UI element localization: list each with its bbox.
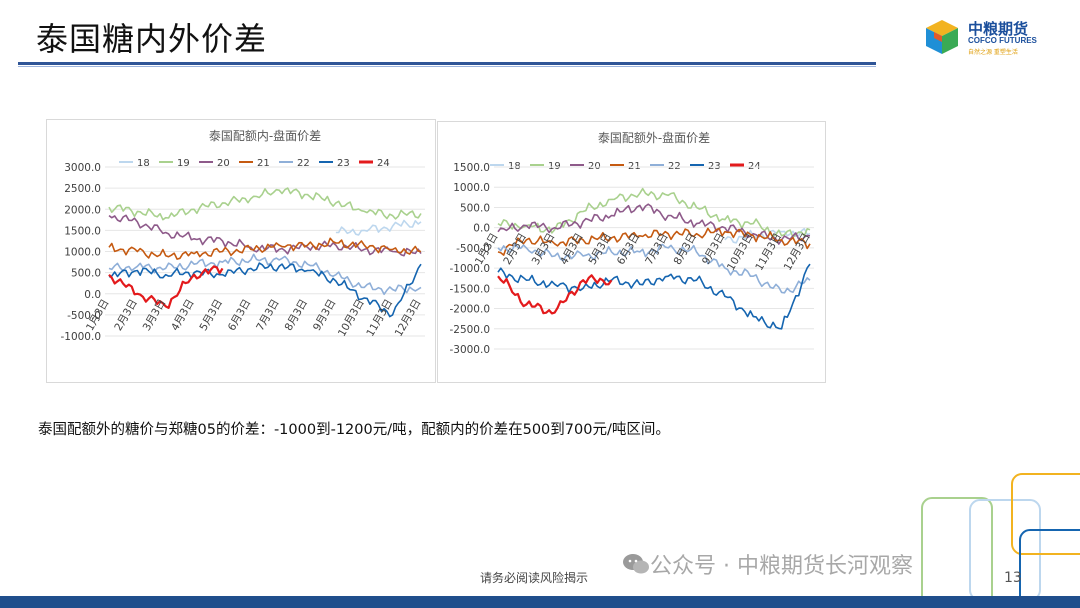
- y-tick-label: -3000.0: [449, 344, 490, 356]
- legend-item: 24: [359, 158, 390, 169]
- chart-quota-in-svg: 泰国配额内-盘面价差 18 19 20 21 22 23 24 3000.0 2500.0 2000…: [60, 128, 425, 343]
- page-title: 泰国糖内外价差: [36, 20, 268, 58]
- y-tick-label: 3000.0: [64, 162, 101, 174]
- y-tick-label: -1000.0: [60, 331, 101, 343]
- series-line-23: [108, 262, 422, 318]
- y-tick-label: 2500.0: [64, 183, 101, 195]
- x-tick-label: 3月3日: [530, 231, 558, 267]
- x-tick-label: 10月3日: [336, 297, 367, 339]
- logo-tagline: 自然之源 重塑生活: [968, 49, 1018, 56]
- page-number: 13: [1004, 570, 1022, 586]
- cofco-logo: 中粮期货 COFCO FUTURES 自然之源 重塑生活: [920, 16, 1060, 60]
- series-line-19: [108, 187, 422, 221]
- series-line-22: [108, 253, 422, 296]
- y-tick-label: -2500.0: [449, 324, 490, 336]
- legend-item: 22: [279, 158, 310, 169]
- logo-english: COFCO FUTURES: [968, 36, 1037, 45]
- legend-label: 24: [377, 158, 390, 169]
- x-tick-label: 6月3日: [615, 231, 643, 267]
- title-rule: [18, 62, 876, 65]
- series-line-22: [497, 243, 811, 294]
- series-line-18: [335, 219, 422, 236]
- y-tick-label: 2000.0: [64, 204, 101, 216]
- series-line-24: [497, 274, 613, 315]
- legend-label: 23: [337, 158, 350, 169]
- y-tick-label: 1000.0: [64, 247, 101, 259]
- series-line-19: [497, 187, 811, 239]
- bottom-bar: [0, 596, 1080, 608]
- legend-label: 21: [257, 158, 270, 169]
- analysis-caption: 泰国配额外的糖价与郑糖05的价差：-1000到-1200元/吨，配额内的价差在5…: [38, 422, 670, 438]
- legend-label: 19: [177, 158, 190, 169]
- y-tick-label: 0.0: [473, 223, 490, 235]
- legend-label: 18: [137, 158, 150, 169]
- series-line-24: [108, 265, 224, 309]
- y-tick-label: 1500.0: [64, 225, 101, 237]
- y-tick-label: -2000.0: [449, 304, 490, 316]
- series-line-23: [497, 263, 811, 330]
- legend-item: 18: [119, 158, 150, 169]
- legend-item: 20: [199, 158, 230, 169]
- chart-title: 泰国配额内-盘面价差: [209, 128, 321, 143]
- y-tick-label: 500.0: [460, 202, 490, 214]
- x-tick-label: 4月3日: [558, 231, 586, 267]
- cube-logo-icon: [926, 20, 958, 54]
- legend-item: 23: [319, 158, 350, 169]
- risk-disclosure-note: 请务必阅读风险揭示: [480, 571, 589, 585]
- wechat-icon: [623, 554, 649, 574]
- y-tick-label: -1500.0: [449, 283, 490, 295]
- legend-item: 21: [239, 158, 270, 169]
- y-tick-label: 1500.0: [453, 162, 490, 174]
- title-rule-thin: [18, 66, 876, 67]
- legend-item: 19: [159, 158, 190, 169]
- legend-label: 22: [297, 158, 310, 169]
- chart-quota-out: 泰国配额外-盘面价差 18 19 20 21 22 23 24 1500.0 1000.0 500.…: [437, 121, 826, 383]
- chart-title: 泰国配额外-盘面价差: [598, 130, 710, 145]
- legend-label: 20: [217, 158, 230, 169]
- y-tick-label: -500.0: [67, 310, 101, 322]
- series-line-21: [108, 237, 422, 260]
- y-tick-label: 500.0: [71, 268, 101, 280]
- decorative-frames: [921, 473, 1080, 600]
- y-tick-label: -500.0: [456, 243, 490, 255]
- series-line-21: [497, 227, 811, 256]
- y-tick-label: 0.0: [84, 289, 101, 301]
- logo-name: 中粮期货: [968, 20, 1029, 38]
- watermark-text: 公众号 · 中粮期货长河观察: [650, 554, 913, 579]
- y-tick-label: 1000.0: [453, 182, 490, 194]
- chart-quota-in: 泰国配额内-盘面价差 18 19 20 21 22 23 24 3000.0 2500.0 2000…: [46, 119, 436, 383]
- y-tick-label: -1000.0: [449, 263, 490, 275]
